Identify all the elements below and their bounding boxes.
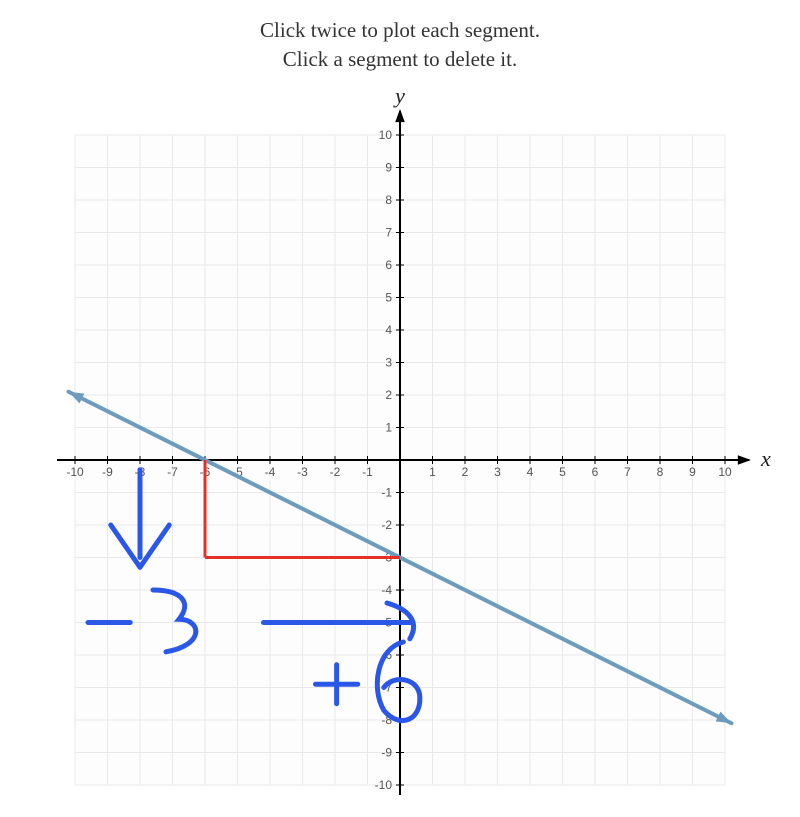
- coordinate-grid[interactable]: -10-9-8-7-6-5-4-3-2-112345678910-10-9-8-…: [0, 85, 800, 795]
- y-tick-label: 5: [385, 290, 392, 304]
- x-tick-label: 8: [657, 465, 664, 479]
- x-tick-label: 3: [494, 465, 501, 479]
- instruction-line-2: Click a segment to delete it.: [0, 45, 800, 74]
- x-tick-label: 6: [592, 465, 599, 479]
- y-tick-label: -9: [381, 745, 392, 759]
- x-axis-label: x: [760, 446, 771, 471]
- instruction-line-1: Click twice to plot each segment.: [0, 16, 800, 45]
- y-tick-label: 6: [385, 258, 392, 272]
- x-tick-label: -2: [330, 465, 341, 479]
- y-tick-label: 4: [385, 323, 392, 337]
- y-tick-label: 3: [385, 355, 392, 369]
- x-tick-label: 10: [718, 465, 732, 479]
- y-tick-label: -2: [381, 518, 392, 532]
- y-tick-label: 10: [379, 128, 393, 142]
- y-tick-label: 7: [385, 225, 392, 239]
- x-tick-label: 9: [689, 465, 696, 479]
- x-tick-label: 2: [462, 465, 469, 479]
- x-tick-label: 4: [527, 465, 534, 479]
- x-tick-label: -10: [66, 465, 84, 479]
- x-tick-label: -1: [362, 465, 373, 479]
- y-axis-label: y: [393, 85, 405, 108]
- y-tick-label: -10: [375, 778, 393, 792]
- y-tick-label: -1: [381, 485, 392, 499]
- x-tick-label: -4: [265, 465, 276, 479]
- y-tick-label: 8: [385, 193, 392, 207]
- x-tick-label: 5: [559, 465, 566, 479]
- x-tick-label: 1: [429, 465, 436, 479]
- y-tick-label: 9: [385, 160, 392, 174]
- x-tick-label: 7: [624, 465, 631, 479]
- y-tick-label: 2: [385, 388, 392, 402]
- y-tick-label: 1: [385, 420, 392, 434]
- x-tick-label: -9: [102, 465, 113, 479]
- x-tick-label: -7: [167, 465, 178, 479]
- y-tick-label: -4: [381, 583, 392, 597]
- x-tick-label: -3: [297, 465, 308, 479]
